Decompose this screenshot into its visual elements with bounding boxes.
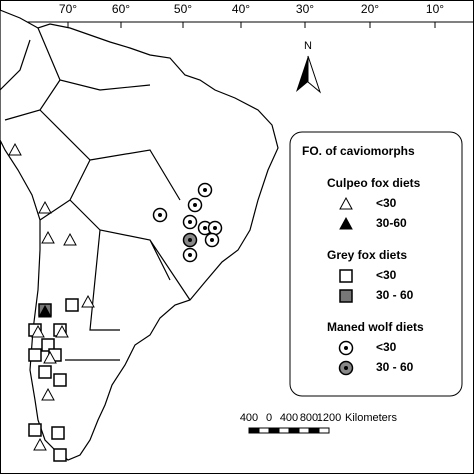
north-label: N — [304, 40, 312, 52]
observation-sites — [8, 142, 223, 462]
circle-dot — [344, 346, 348, 350]
scale-segment — [288, 427, 300, 434]
longitude-label: 30° — [296, 2, 314, 16]
triangle-symbol — [63, 232, 77, 246]
longitude-label: 10° — [426, 2, 444, 16]
triangle-symbol — [8, 142, 22, 156]
square-symbol — [53, 373, 67, 387]
square-symbol — [339, 289, 353, 303]
square-symbol — [28, 423, 42, 437]
borders — [0, 27, 191, 361]
legend: Culpeo fox diets <30 30-60 Grey fox diets <3… — [327, 176, 424, 376]
triangle-symbol — [339, 216, 353, 230]
scale-segment — [298, 427, 310, 434]
scale-segment — [258, 427, 270, 434]
triangle-symbol — [81, 294, 95, 308]
longitude-label: 70° — [59, 2, 77, 16]
square-symbol — [28, 348, 42, 362]
triangle-symbol — [55, 324, 69, 338]
square-symbol — [38, 365, 52, 379]
square-symbol — [339, 269, 353, 283]
triangle-symbol — [38, 304, 52, 318]
triangle-symbol — [31, 324, 45, 338]
circle-dot — [203, 226, 207, 230]
scale-segment — [278, 427, 290, 434]
scale-label: 1200 — [317, 412, 341, 424]
circle-dot — [210, 238, 214, 242]
triangle-symbol — [339, 196, 353, 210]
legend-item-label: 30-60 — [376, 216, 407, 230]
triangle-symbol — [33, 437, 47, 451]
triangle-symbol — [38, 200, 52, 214]
legend-group-title: Culpeo fox diets — [327, 176, 421, 190]
square-symbol — [41, 338, 55, 352]
longitude-label: 40° — [232, 2, 250, 16]
scale-label: 800 — [300, 412, 318, 424]
triangle-symbol — [41, 387, 55, 401]
longitude-labels: 70° 60° 50° 40° 30° 20° 10° — [59, 2, 444, 28]
north-arrow: N — [296, 40, 322, 94]
legend-item-label: 30 - 60 — [376, 360, 414, 374]
scale-unit: Kilometers — [345, 412, 397, 424]
longitude-label: 60° — [112, 2, 130, 16]
legend-group-title: Grey fox diets — [327, 248, 407, 262]
circle-dot — [344, 366, 348, 370]
legend-item-label: 30 - 60 — [376, 288, 414, 302]
legend-box — [289, 131, 463, 397]
circle-dot — [188, 220, 192, 224]
scale-segment — [318, 427, 330, 434]
circle-dot — [158, 213, 162, 217]
scale-segment — [248, 427, 260, 434]
legend-item-label: <30 — [376, 268, 397, 282]
triangle-symbol — [43, 350, 57, 364]
triangle-symbol — [41, 230, 55, 244]
square-symbol — [51, 426, 65, 440]
square-symbol — [65, 298, 79, 312]
scale-segment — [268, 427, 280, 434]
scale-label: 400 — [240, 412, 258, 424]
square-symbol — [53, 448, 67, 462]
circle-dot — [188, 253, 192, 257]
scale-label: 0 — [266, 412, 272, 424]
circle-dot — [188, 238, 192, 242]
circle-dot — [193, 203, 197, 207]
legend-item-label: <30 — [376, 196, 397, 210]
longitude-label: 50° — [174, 2, 192, 16]
circle-dot — [203, 188, 207, 192]
circle-dot — [213, 226, 217, 230]
legend-title: FO. of caviomorphs — [302, 144, 415, 158]
legend-group-title: Maned wolf diets — [327, 320, 424, 334]
scale-label: 400 — [280, 412, 298, 424]
longitude-label: 20° — [361, 2, 379, 16]
legend-item-label: <30 — [376, 340, 397, 354]
scale-segment — [308, 427, 320, 434]
